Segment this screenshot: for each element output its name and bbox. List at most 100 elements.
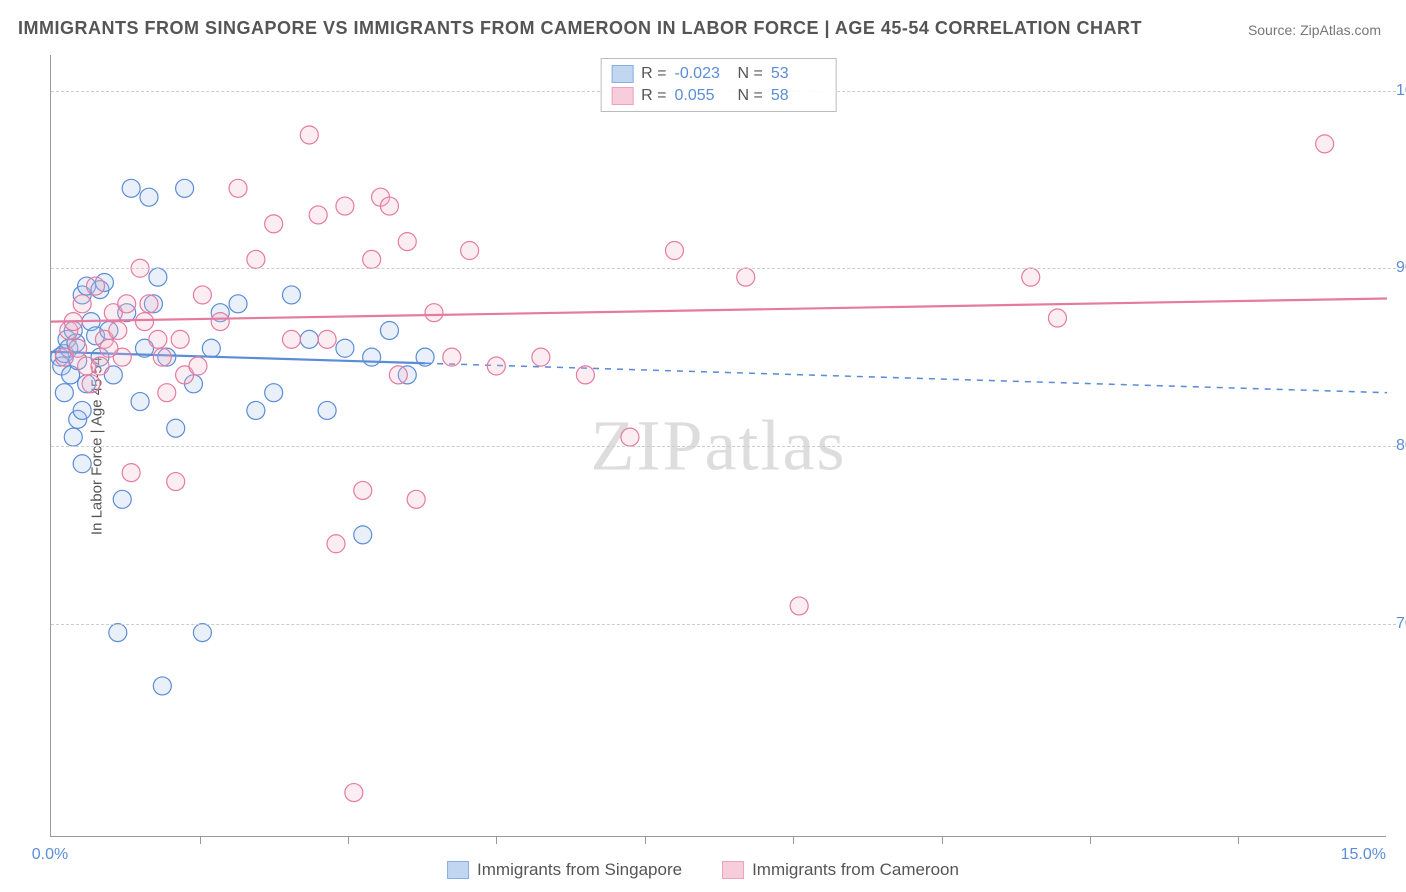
data-point (149, 330, 167, 348)
data-point (113, 490, 131, 508)
data-point (122, 179, 140, 197)
data-point (354, 526, 372, 544)
x-axis-tick (1090, 836, 1091, 844)
data-point (363, 250, 381, 268)
data-point (69, 339, 87, 357)
x-axis-tick (200, 836, 201, 844)
data-point (100, 339, 118, 357)
data-point (327, 535, 345, 553)
gridline (51, 268, 1396, 269)
n-label: N = (738, 87, 763, 105)
x-axis-tick-max: 15.0% (1341, 846, 1386, 864)
data-point (211, 313, 229, 331)
data-point (363, 348, 381, 366)
data-point (247, 401, 265, 419)
chart-container: IMMIGRANTS FROM SINGAPORE VS IMMIGRANTS … (0, 0, 1406, 892)
data-point (300, 126, 318, 144)
data-point (193, 286, 211, 304)
y-axis-tick-label: 70.0% (1396, 615, 1406, 633)
data-point (140, 188, 158, 206)
data-point (443, 348, 461, 366)
data-point (1048, 309, 1066, 327)
data-point (122, 464, 140, 482)
r-value: -0.023 (675, 65, 730, 83)
data-point (336, 197, 354, 215)
data-point (532, 348, 550, 366)
data-point (576, 366, 594, 384)
data-point (73, 295, 91, 313)
y-axis-tick-label: 80.0% (1396, 437, 1406, 455)
data-point (265, 384, 283, 402)
x-axis-tick (348, 836, 349, 844)
x-axis-tick (942, 836, 943, 844)
data-point (318, 330, 336, 348)
legend-label: Immigrants from Singapore (477, 860, 682, 880)
data-point (737, 268, 755, 286)
data-point (282, 286, 300, 304)
data-point (336, 339, 354, 357)
data-point (265, 215, 283, 233)
data-point (282, 330, 300, 348)
data-point (389, 366, 407, 384)
legend-row: R = 0.055 N = 58 (611, 85, 826, 107)
data-point (345, 784, 363, 802)
n-value: 58 (771, 87, 826, 105)
plot-area: ZIPatlas R =-0.023N =53R =0.055N =58 70.… (50, 55, 1386, 837)
data-point (118, 295, 136, 313)
r-value: 0.055 (675, 87, 730, 105)
r-label: R = (641, 65, 666, 83)
data-point (380, 197, 398, 215)
x-axis-tick-min: 0.0% (32, 846, 68, 864)
legend-row: R =-0.023N =53 (611, 63, 826, 85)
data-point (149, 268, 167, 286)
x-axis-tick (793, 836, 794, 844)
data-point (621, 428, 639, 446)
n-value: 53 (771, 65, 826, 83)
data-point (73, 401, 91, 419)
data-point (398, 233, 416, 251)
legend-label: Immigrants from Cameroon (752, 860, 959, 880)
data-point (309, 206, 327, 224)
data-point (380, 321, 398, 339)
data-point (229, 179, 247, 197)
data-point (461, 242, 479, 260)
data-point (82, 375, 100, 393)
data-point (487, 357, 505, 375)
data-point (109, 624, 127, 642)
data-point (55, 384, 73, 402)
gridline (51, 624, 1396, 625)
trend-line-extrapolated (425, 363, 1387, 392)
data-point (425, 304, 443, 322)
data-point (91, 357, 109, 375)
data-point (167, 419, 185, 437)
r-label: R = (641, 87, 666, 105)
x-axis-tick (496, 836, 497, 844)
data-point (64, 428, 82, 446)
data-point (247, 250, 265, 268)
data-point (193, 624, 211, 642)
data-point (158, 384, 176, 402)
data-point (229, 295, 247, 313)
trend-line (51, 298, 1387, 321)
legend-swatch (447, 861, 469, 879)
gridline (51, 446, 1396, 447)
data-point (189, 357, 207, 375)
legend-swatch (722, 861, 744, 879)
data-point (171, 330, 189, 348)
legend-swatch (611, 87, 633, 105)
legend-swatch (611, 65, 633, 83)
series-legend: Immigrants from Singapore Immigrants from… (447, 860, 959, 880)
x-axis-tick (1238, 836, 1239, 844)
legend-item: Immigrants from Cameroon (722, 860, 959, 880)
data-point (665, 242, 683, 260)
data-point (1316, 135, 1334, 153)
data-point (354, 481, 372, 499)
data-point (202, 339, 220, 357)
source-attribution: Source: ZipAtlas.com (1248, 22, 1381, 38)
y-axis-tick-label: 100.0% (1396, 82, 1406, 100)
data-point (73, 455, 91, 473)
data-point (153, 348, 171, 366)
data-point (300, 330, 318, 348)
correlation-legend: R = -0.023 N = 53 R = 0.055 N = 58 (600, 58, 837, 112)
data-point (131, 393, 149, 411)
